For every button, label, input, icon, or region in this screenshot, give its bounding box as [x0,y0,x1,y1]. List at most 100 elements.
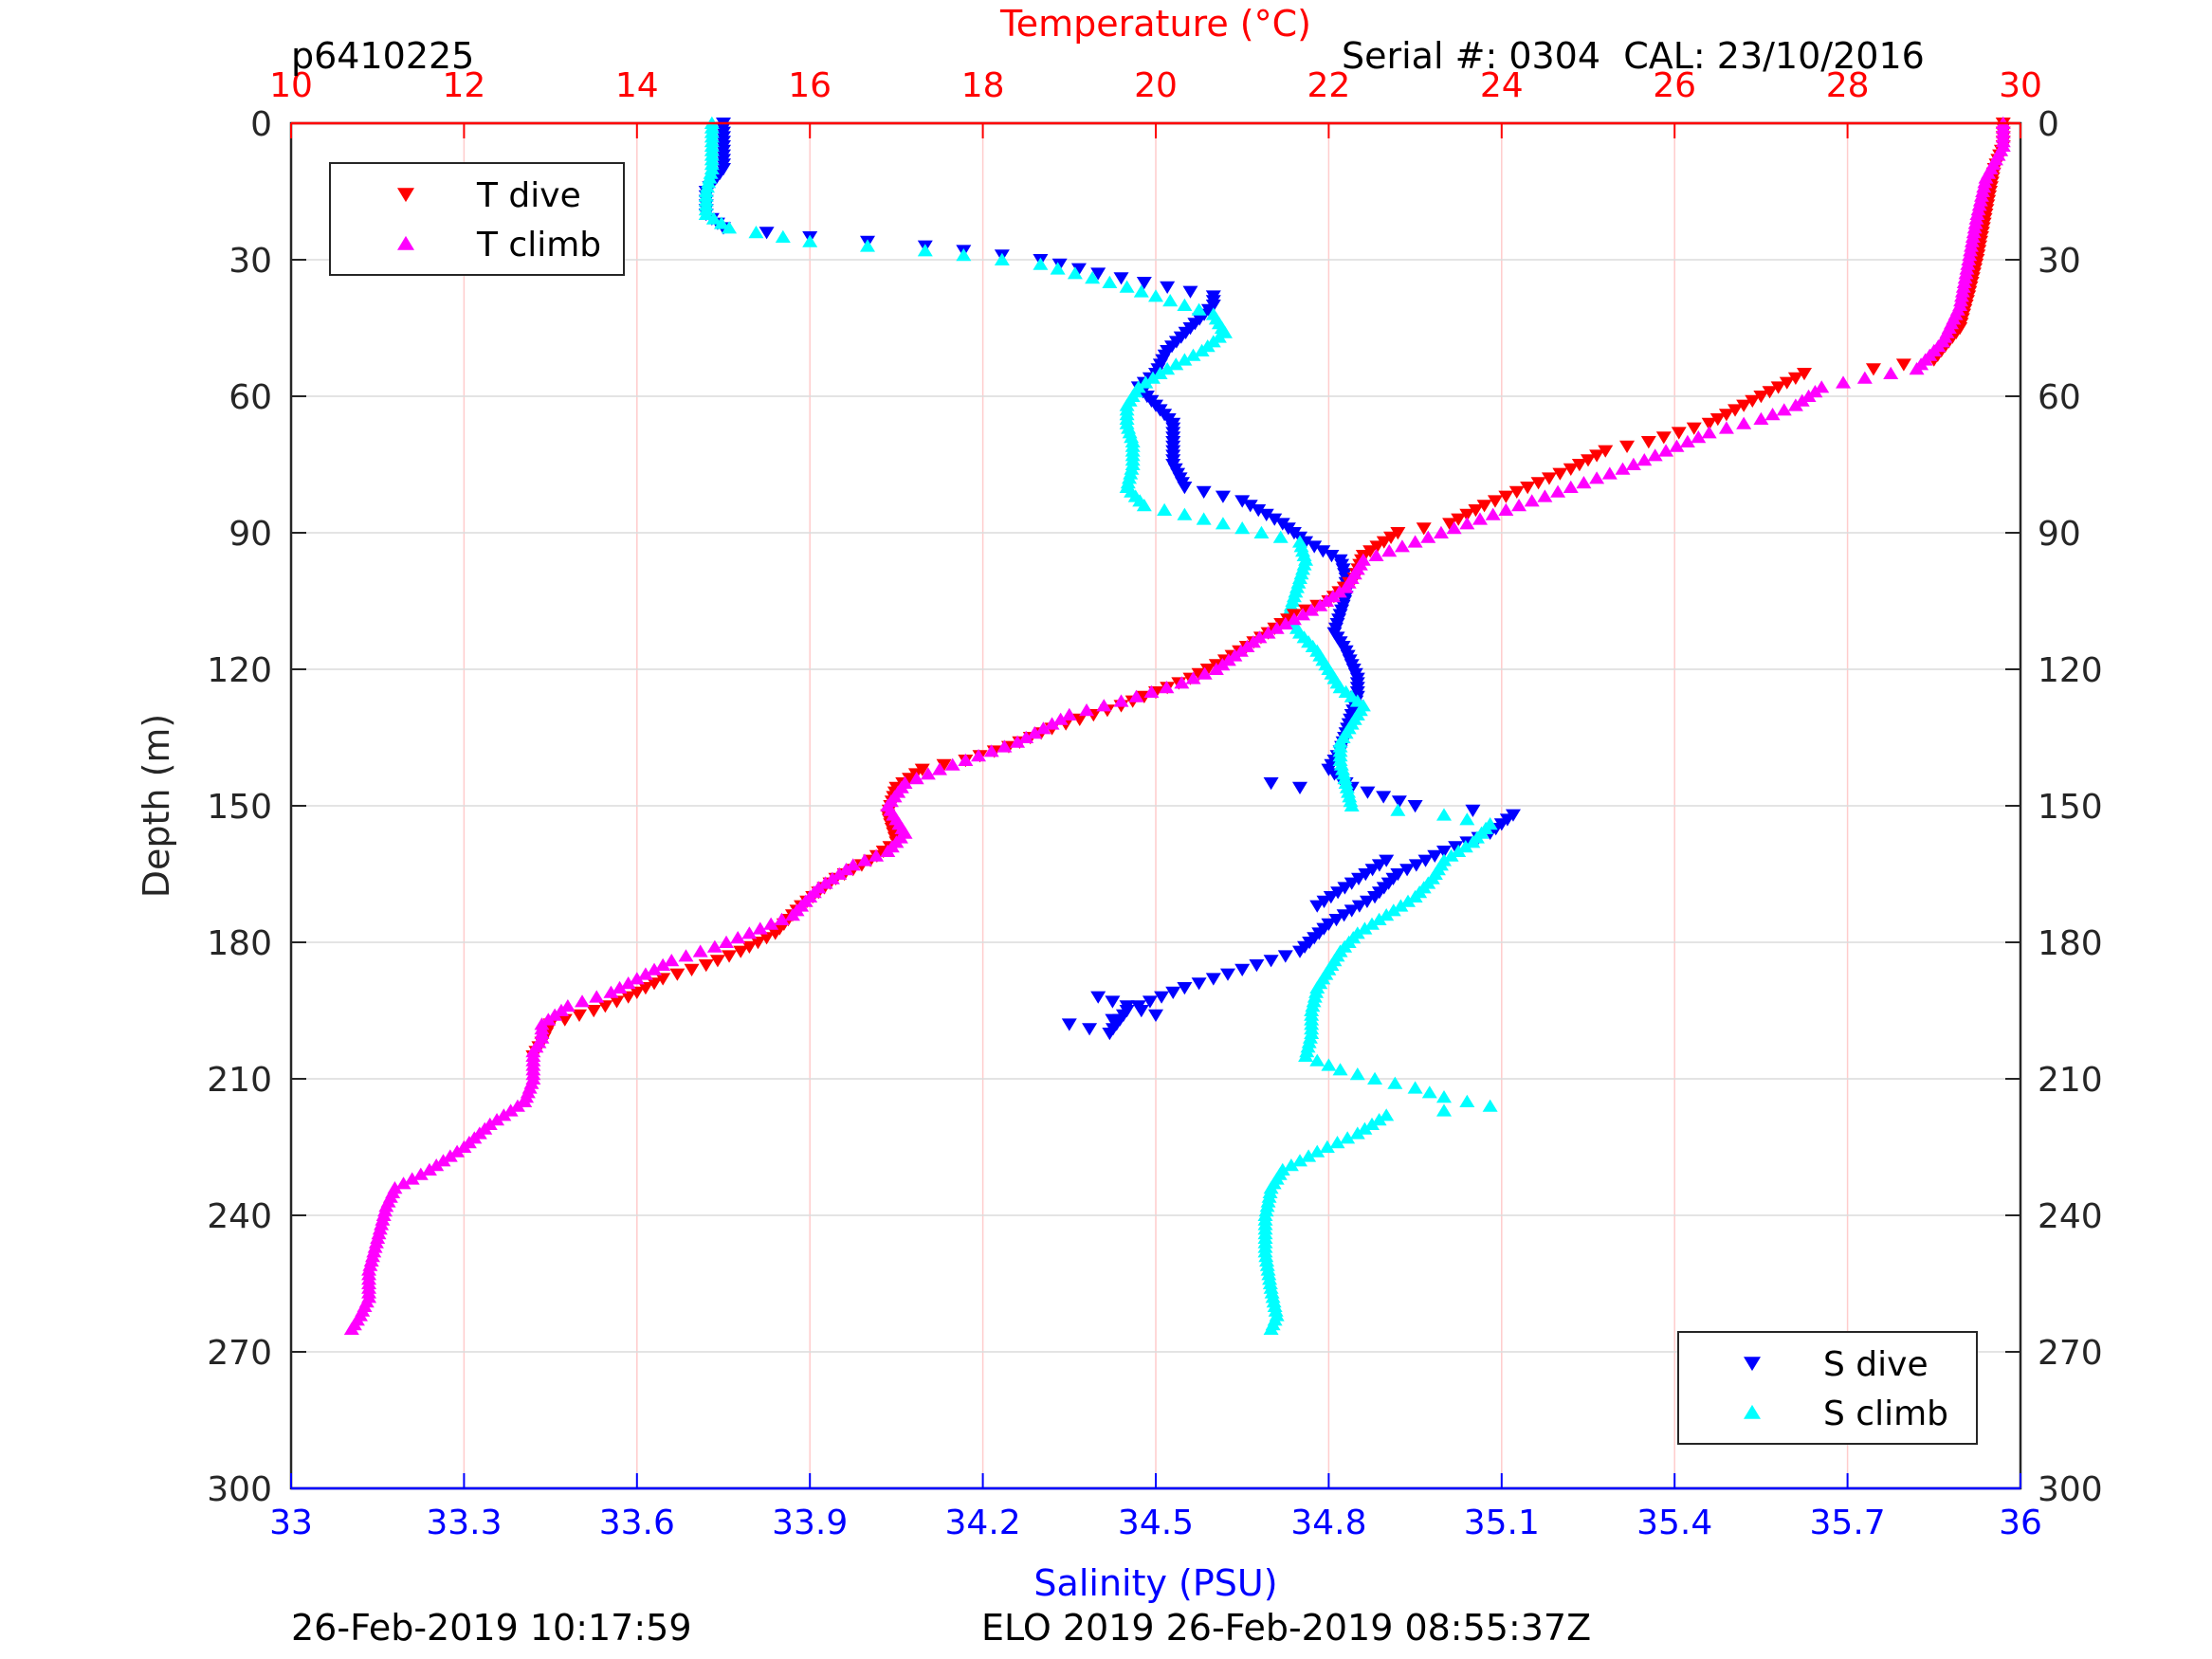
t-climb-point [1753,411,1769,425]
t-climb-point [442,1149,458,1162]
s-dive-point [1408,859,1424,872]
s-climb-point [1301,1149,1317,1162]
t-climb-point [752,921,768,935]
t-climb-point [1027,726,1043,739]
t-climb-point [856,853,872,866]
s-climb-point [1344,798,1360,811]
t-dive-point [1520,482,1536,495]
right-tick-label: 300 [2038,1470,2103,1509]
s-dive-point [1379,854,1395,867]
s-climb-point [1357,1121,1373,1135]
s-climb-point [1329,1136,1345,1149]
t-climb-point [1550,484,1566,498]
s-climb-point [1436,1090,1452,1103]
s-dive-point [1263,777,1279,791]
s-climb-point [1349,1126,1365,1139]
s-climb-point [1298,1048,1314,1062]
t-dive-point [1451,513,1467,526]
s-dive-point [1105,995,1121,1009]
t-climb-point [1511,499,1527,512]
t-dive-point [733,945,749,958]
right-tick-label: 0 [2038,105,2059,144]
top-axis-label: Temperature (°C) [999,3,1311,45]
bottom-tick-label: 33.3 [426,1504,502,1542]
s-climb-point [1390,803,1406,816]
t-climb-point [603,985,619,998]
t-climb-point [1601,466,1618,480]
t-dive-point [1709,413,1726,427]
t-dive-point [557,1013,573,1027]
t-dive-point [1390,527,1406,540]
s-dive-point [1399,864,1416,877]
s-climb-point [1387,1076,1403,1089]
legend-marker-s-climb [1744,1404,1761,1419]
top-tick-label: 10 [269,66,313,105]
s-dive-point [1242,500,1258,513]
s-dive-point [1165,986,1181,999]
t-climb-point [1636,453,1653,466]
right-tick-label: 270 [2038,1334,2103,1373]
t-climb-point [1381,544,1398,557]
s-climb-point [1364,917,1380,930]
t-dive-point [620,991,636,1004]
s-climb-point [1436,808,1452,821]
t-dive-point [1718,409,1734,422]
t-climb-point [1312,598,1328,611]
left-tick-label: 120 [207,651,272,690]
s-climb-point [1321,1058,1337,1071]
t-climb-point [517,1094,533,1107]
t-climb-point [1079,703,1095,717]
t-climb-point [932,762,947,775]
left-tick-label: 60 [229,378,272,417]
s-climb-point [1168,357,1184,371]
t-climb-point [343,1322,359,1335]
t-climb-point [838,863,854,876]
s-climb-point [1196,512,1212,525]
t-climb-point [1856,371,1873,384]
s-climb-point [1177,298,1193,311]
s-climb-point [1357,921,1373,935]
t-climb-point [1208,662,1224,675]
t-climb-point [1185,671,1201,684]
t-climb-point [412,1167,429,1180]
t-climb-point [489,1113,505,1126]
t-climb-point [1537,489,1553,502]
t-climb-point [1576,476,1592,489]
t-climb-point [1736,416,1752,429]
t-climb-point [845,858,861,871]
s-dive-point [1337,882,1353,895]
t-dive-point [1797,368,1812,381]
s-climb-point [1085,271,1101,284]
bottom-tick-label: 33 [269,1504,313,1542]
t-climb-point [996,739,1013,753]
t-dive-point [1416,522,1432,536]
s-dive-point [1417,854,1434,867]
t-dive-point [1686,422,1702,435]
s-dive-point [1051,258,1068,271]
t-climb-point [784,908,800,921]
s-dive-point [1407,800,1423,813]
s-climb-point [917,244,933,257]
t-dive-point [1442,518,1458,531]
t-dive-point [1655,431,1672,445]
top-tick-label: 28 [1826,66,1870,105]
left-tick-label: 90 [229,515,272,554]
s-dive-point [1465,804,1481,817]
t-climb-point [1615,462,1631,475]
s-climb-point [1292,1154,1307,1167]
t-climb-point [1836,375,1852,389]
t-climb-point [741,926,758,939]
s-dive-point [1090,267,1106,281]
t-dive-point [572,1009,587,1022]
s-climb-point [705,211,722,225]
s-climb-point [1283,1158,1299,1172]
t-climb-point [1498,502,1514,516]
t-climb-point [1269,621,1285,634]
s-dive-point [1309,900,1325,913]
s-climb-point [1152,366,1168,379]
t-dive-point [1640,436,1656,449]
s-dive-point [1376,791,1392,804]
s-dive-point [759,227,775,240]
s-dive-point [1148,1009,1163,1022]
right-tick-label: 90 [2038,515,2081,554]
